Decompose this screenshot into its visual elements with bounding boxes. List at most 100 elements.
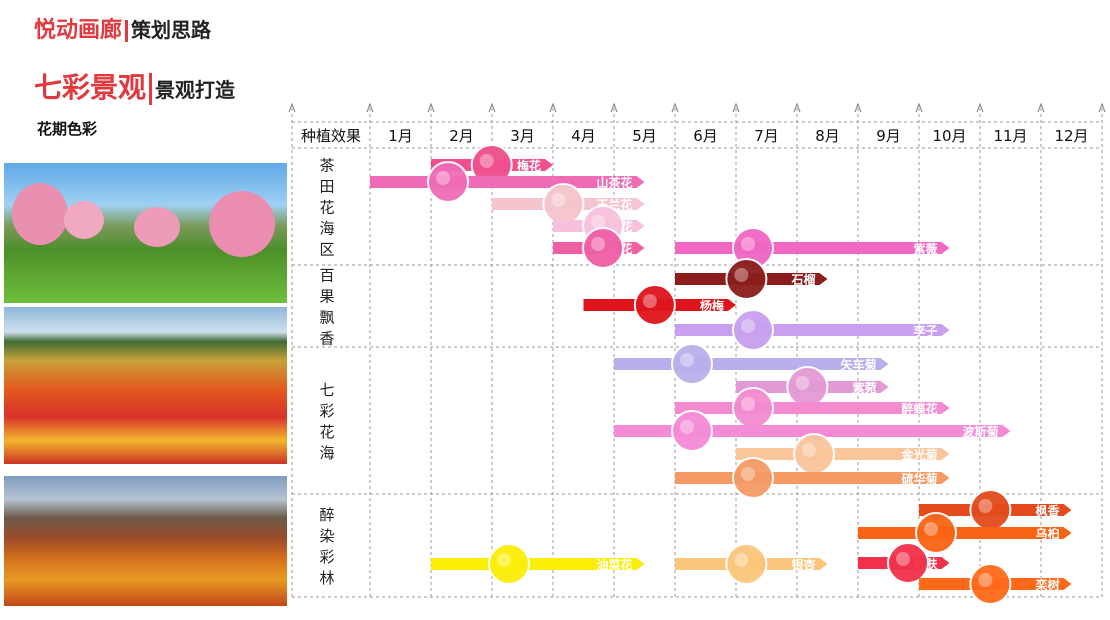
section-label-char: 香: [319, 330, 334, 348]
section-label-char: 飘: [319, 309, 334, 327]
month-label: 8月: [815, 127, 840, 145]
photo-tea-garden-blossoms: [4, 163, 287, 303]
photo-autumn-forest: [4, 476, 287, 606]
grid-arrow: [671, 102, 679, 113]
flower-photo-highlight: [896, 552, 911, 566]
flower-photo: [427, 161, 469, 203]
bloom-bar-label: 金光菊: [900, 447, 937, 462]
section-divider: [149, 73, 153, 105]
month-label: 10月: [932, 127, 966, 145]
grid-arrow: [1037, 102, 1045, 113]
bloom-bar: [431, 558, 645, 570]
corner-label: 种植效果: [301, 127, 361, 145]
flower-photo-highlight: [978, 573, 993, 587]
section-label-char: 彩: [319, 548, 334, 566]
flower-photo: [633, 284, 676, 326]
flower-photo-highlight: [741, 467, 755, 481]
month-label: 7月: [754, 127, 779, 145]
flower-photo-highlight: [642, 294, 657, 308]
section-label-char: 果: [319, 288, 334, 306]
section-label-char: 醉: [319, 506, 334, 524]
month-label: 12月: [1054, 127, 1088, 145]
bloom-bar-label: 醉蝶花: [901, 401, 937, 416]
bloom-bar-label: 杨梅: [700, 298, 724, 313]
grid-arrow: [610, 102, 618, 113]
flower-photo: [671, 343, 713, 385]
header-title-black: 策划思路: [131, 18, 212, 42]
flower-photo-highlight: [741, 319, 755, 333]
flower-photo-highlight: [479, 154, 494, 168]
flower-photo: [671, 410, 713, 452]
section-label-char: 花: [319, 199, 334, 217]
section-label-char: 七: [319, 381, 334, 399]
bloom-bar-label: 油菜花: [596, 557, 632, 572]
flower-photo: [725, 543, 768, 585]
bloom-bar-label: 李子: [912, 323, 937, 338]
bloom-bar-label: 硫华菊: [901, 471, 937, 486]
bloom-bar: [675, 242, 950, 254]
grid-arrow: [427, 102, 435, 113]
grid-arrow: [915, 102, 923, 113]
flower-photo-highlight: [795, 376, 810, 390]
section-title-red: 七彩景观: [34, 71, 147, 104]
bloom-bar-label: 枫香: [1035, 503, 1059, 518]
bloom-bar-label: 梅花: [517, 158, 541, 173]
month-label: 11月: [993, 127, 1027, 145]
grid-arrow: [366, 102, 374, 113]
bloom-bar-label: 紫菀: [852, 380, 876, 395]
bloom-bar: [614, 425, 1011, 437]
bloom-bar-label: 波斯菊: [962, 424, 998, 439]
flower-photo-highlight: [734, 268, 749, 282]
bloom-bar-label: 乌桕: [1035, 526, 1059, 541]
flower-photo-highlight: [436, 171, 450, 185]
section-label-char: 茶: [319, 157, 334, 175]
flower-photo-highlight: [802, 443, 816, 457]
grid-arrow: [976, 102, 984, 113]
section-label-char: 彩: [319, 402, 334, 420]
flower-photo-highlight: [978, 499, 993, 513]
photo-flower-fields: [4, 307, 287, 464]
subtitle: 花期色彩: [37, 120, 98, 138]
flower-photo: [725, 258, 768, 300]
month-label: 5月: [632, 127, 657, 145]
flower-photo-highlight: [924, 522, 938, 536]
bloom-bar: [858, 527, 1072, 539]
flower-photo: [887, 542, 930, 584]
section-label-char: 百: [319, 267, 334, 285]
grid-arrow: [288, 102, 296, 113]
bloom-bar: [675, 324, 950, 336]
month-label: 3月: [510, 127, 535, 145]
bloom-bar-label: 石榴: [790, 272, 815, 287]
bloom-bar-label: 栾树: [1034, 577, 1059, 592]
header-line-1: 悦动画廊 策划思路: [34, 12, 211, 44]
flower-photo: [915, 512, 957, 554]
flower-photo: [732, 457, 774, 499]
flower-photo-highlight: [741, 397, 755, 411]
flower-photo-highlight: [680, 420, 694, 434]
section-label-char: 海: [319, 444, 334, 462]
section-label-char: 林: [319, 569, 334, 587]
flower-photo-highlight: [551, 193, 566, 207]
header-title-red: 悦动画廊: [34, 18, 123, 43]
header-line-2: 七彩景观 景观打造: [34, 66, 235, 106]
section-title-black: 景观打造: [155, 78, 236, 102]
flower-photo: [582, 227, 625, 269]
month-label: 1月: [388, 127, 413, 145]
grid-arrow: [854, 102, 862, 113]
flower-photo-highlight: [680, 353, 694, 367]
section-label-char: 区: [319, 241, 334, 259]
bloom-bar-label: 山茶花: [596, 175, 632, 190]
month-label: 2月: [449, 127, 474, 145]
flower-photo: [969, 563, 1012, 605]
flower-photo-highlight: [591, 215, 606, 229]
grid-arrow: [549, 102, 557, 113]
flower-photo-highlight: [734, 553, 749, 567]
grid-arrow: [1098, 102, 1106, 113]
bloom-bar-label: 紫薇: [913, 241, 937, 256]
section-label-char: 染: [319, 527, 334, 545]
grid-arrow: [732, 102, 740, 113]
header-divider: [125, 20, 129, 42]
flower-photo-highlight: [741, 237, 755, 251]
flower-photo-highlight: [497, 553, 511, 567]
